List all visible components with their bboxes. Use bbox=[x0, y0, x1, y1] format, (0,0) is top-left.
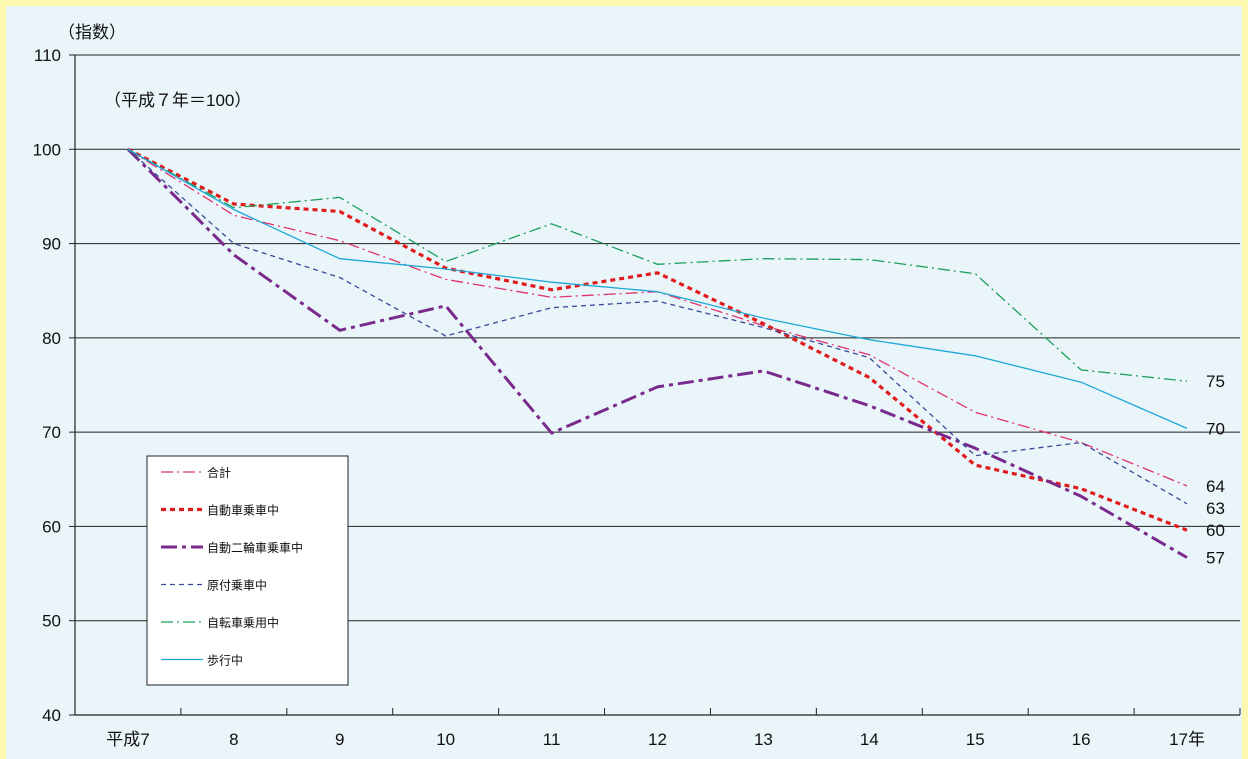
x-tick-label: 15 bbox=[966, 730, 985, 749]
x-tick-label: 9 bbox=[335, 730, 344, 749]
series-end-label: 64 bbox=[1206, 477, 1225, 496]
y-tick-label: 80 bbox=[42, 329, 61, 348]
x-tick-label: 17年 bbox=[1169, 730, 1205, 749]
base-year-annotation: （平成７年＝100） bbox=[104, 91, 251, 110]
x-tick-label: 12 bbox=[648, 730, 667, 749]
x-tick-label: 13 bbox=[754, 730, 773, 749]
legend-label: 自動車乗車中 bbox=[207, 503, 279, 518]
x-tick-label: 14 bbox=[860, 730, 879, 749]
x-tick-label: 10 bbox=[436, 730, 455, 749]
legend-box bbox=[146, 455, 349, 686]
y-tick-label: 90 bbox=[42, 235, 61, 254]
axes bbox=[69, 54, 1241, 716]
series-line bbox=[126, 148, 1188, 559]
end-labels: 75 70 64 63 60 57 bbox=[1206, 372, 1225, 567]
legend-label: 歩行中 bbox=[207, 653, 243, 668]
y-tick-label: 40 bbox=[42, 706, 61, 725]
legend-label: 合計 bbox=[207, 465, 231, 480]
series-lines bbox=[126, 147, 1188, 559]
y-tick-label: 110 bbox=[34, 46, 61, 65]
series-end-label: 57 bbox=[1206, 549, 1225, 568]
series-line bbox=[127, 148, 1188, 382]
series-line bbox=[127, 148, 1188, 429]
legend-label: 自転車乗用中 bbox=[207, 615, 279, 630]
series-line bbox=[127, 147, 1188, 532]
series-line bbox=[127, 148, 1188, 487]
tick-labels: 40 50 60 70 80 90 100 110 平成7 8 9 10 11 12 13 14 15 16 17年 bbox=[33, 46, 1205, 749]
series-end-label: 70 bbox=[1206, 419, 1225, 438]
series-end-label: 60 bbox=[1206, 521, 1225, 540]
x-tick-label: 16 bbox=[1072, 730, 1091, 749]
legend-label: 自動二輪車乗車中 bbox=[207, 540, 303, 555]
series-line bbox=[127, 148, 1188, 505]
y-unit-label: （指数） bbox=[58, 23, 126, 42]
series-end-label: 75 bbox=[1206, 372, 1225, 391]
legend-label: 原付乗車中 bbox=[207, 578, 267, 593]
series-end-label: 63 bbox=[1206, 499, 1225, 518]
y-tick-label: 50 bbox=[42, 612, 61, 631]
y-tick-label: 70 bbox=[42, 423, 61, 442]
x-tick-label: 平成7 bbox=[106, 730, 149, 749]
x-tick-label: 8 bbox=[229, 730, 238, 749]
y-tick-label: 100 bbox=[33, 140, 61, 159]
x-tick-label: 11 bbox=[543, 730, 561, 749]
y-tick-label: 60 bbox=[42, 517, 61, 536]
